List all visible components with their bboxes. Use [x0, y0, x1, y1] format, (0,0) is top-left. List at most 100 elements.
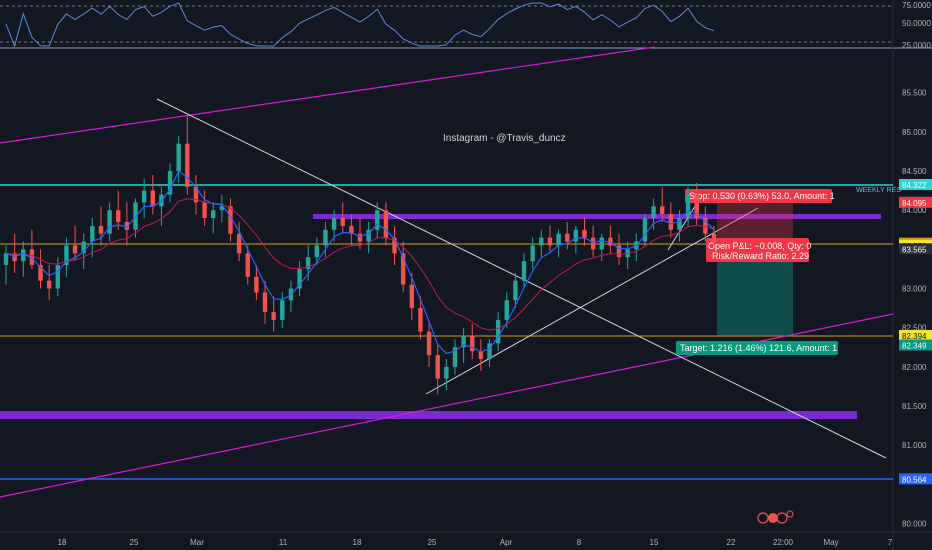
- risk-zone: [717, 203, 793, 244]
- candle: [573, 225, 579, 254]
- rsi-tick-50: 50.0000: [902, 19, 931, 28]
- candle: [141, 178, 147, 219]
- candle: [470, 323, 475, 360]
- time-tick-label: Mar: [190, 538, 204, 547]
- candle: [167, 163, 173, 203]
- candle: [547, 225, 553, 254]
- candle: [64, 237, 69, 277]
- time-axis[interactable]: 18 25 Mar 11 18 25 Apr 8 15 22 22:00 May 7: [0, 531, 932, 547]
- stop-label-box: [685, 189, 832, 203]
- watermark-text: Instagram - @Travis_duncz: [443, 133, 566, 144]
- candle: [90, 218, 95, 258]
- candle: [46, 265, 52, 301]
- candle: [590, 225, 596, 258]
- candle: [565, 221, 570, 250]
- candle: [323, 221, 328, 258]
- blue-level-price-label: 80.564: [899, 473, 932, 485]
- candle: [452, 339, 458, 375]
- stop-label: Stop: 0.530 (0.63%) 53.0, Amount: 1: [689, 191, 835, 201]
- rr-label: Risk/Reward Ratio: 2.29: [712, 251, 809, 261]
- rsi-pane[interactable]: 75.0000 50.0000 25.0000: [0, 1, 931, 50]
- resistance-zone: [313, 214, 881, 219]
- candle: [150, 174, 155, 215]
- candle: [193, 174, 199, 215]
- time-tick-label: 15: [650, 538, 659, 547]
- price-tick-label: 84.000: [902, 206, 927, 215]
- support-zone: [0, 411, 857, 419]
- candle: [651, 198, 656, 230]
- candle: [236, 221, 242, 262]
- time-tick-label: 11: [279, 538, 288, 547]
- candle: [133, 198, 138, 238]
- open-pl-label: Open P&L: −0.008, Qty: 0: [708, 241, 811, 251]
- candle: [107, 202, 112, 242]
- candle: [228, 198, 233, 242]
- weekly-res-label: WEEKLY RES: [856, 187, 901, 194]
- time-tick-label: 18: [353, 538, 362, 547]
- time-tick-label: 7: [888, 538, 893, 547]
- candle: [280, 292, 285, 328]
- candle: [392, 225, 397, 266]
- candle: [400, 241, 406, 293]
- candle: [340, 202, 345, 234]
- candle: [642, 214, 648, 246]
- candle: [478, 339, 484, 371]
- candle: [297, 261, 302, 297]
- rsi-tick-75: 75.0000: [902, 1, 931, 10]
- candle: [530, 237, 535, 269]
- candle: [616, 233, 622, 266]
- price-tick-label: 81.000: [902, 441, 927, 450]
- candle: [357, 218, 363, 250]
- candle: [12, 233, 17, 273]
- candle: [703, 206, 708, 242]
- target-level-price-value: 82.349: [902, 342, 927, 351]
- price-tick-label: 83.000: [902, 285, 927, 294]
- candle: [176, 135, 181, 183]
- candle: [582, 218, 587, 246]
- support-level-price-value: 82.394: [902, 332, 927, 341]
- price-tick-label: 85.500: [902, 89, 927, 98]
- target-level-price-label: 82.349: [899, 339, 932, 351]
- price-tick-label: 85.000: [902, 128, 927, 137]
- candle: [418, 296, 423, 340]
- channel-upper-line: [0, 46, 656, 144]
- candle: [495, 312, 501, 352]
- candle: [513, 272, 518, 309]
- candle: [375, 202, 380, 238]
- events-icon[interactable]: [757, 510, 794, 524]
- candle: [668, 202, 674, 238]
- ema-slow-line: [5, 198, 715, 331]
- candle: [521, 253, 527, 289]
- price-tick-label: 82.500: [902, 324, 927, 333]
- candle: [599, 233, 604, 262]
- downtrend-line: [156, 98, 887, 459]
- candle: [685, 186, 691, 226]
- candle: [366, 221, 371, 254]
- candle: [426, 319, 432, 367]
- ema-fast-line: [5, 170, 715, 355]
- candle: [29, 229, 35, 269]
- candlestick-series: [3, 116, 717, 395]
- target-label-box: [676, 341, 838, 355]
- candle: [3, 245, 9, 285]
- price-tick-label: 81.500: [902, 402, 927, 411]
- time-tick-label: May: [823, 538, 838, 547]
- price-tick-label: 82.000: [902, 363, 927, 372]
- candle: [556, 229, 561, 258]
- candle: [694, 182, 699, 226]
- support-level-price-label: 82.394: [899, 330, 932, 341]
- time-tick-label: 8: [577, 538, 582, 547]
- cursor-level-price-value: 83.565: [902, 245, 927, 254]
- rsi-line: [5, 2, 715, 48]
- candle: [219, 194, 225, 222]
- flag-line: [667, 202, 698, 251]
- short-position-tool[interactable]: Stop: 0.530 (0.63%) 53.0, Amount: 1 Open…: [676, 189, 838, 355]
- cursor-level-price-label: 83.565: [899, 243, 932, 255]
- candle: [98, 206, 104, 246]
- pl-label-box: [706, 238, 809, 262]
- candle: [349, 214, 354, 246]
- candle: [539, 229, 544, 258]
- candle: [435, 343, 440, 395]
